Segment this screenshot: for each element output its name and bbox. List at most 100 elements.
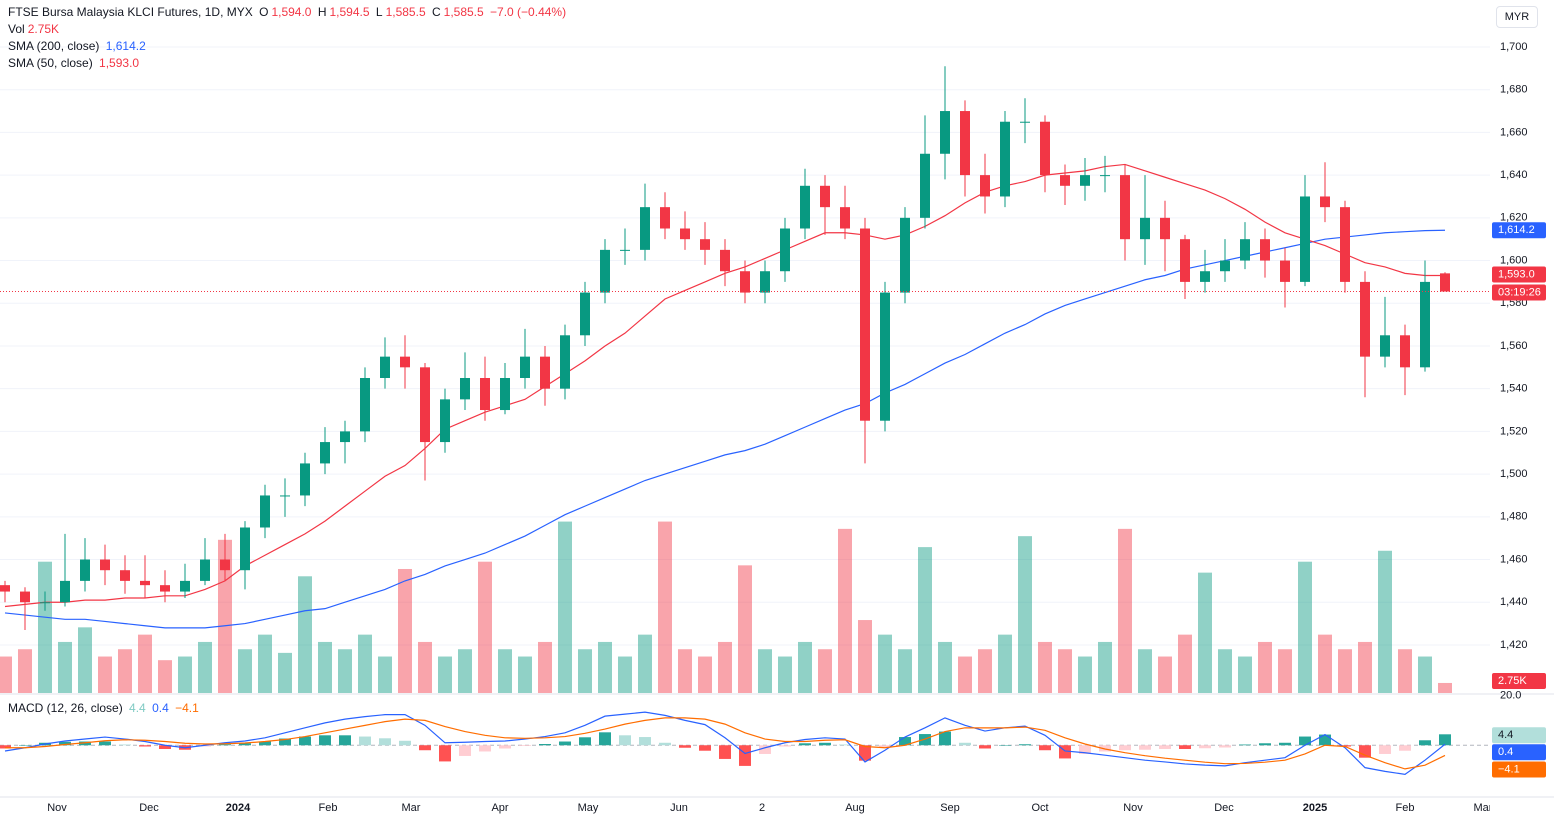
macd-histogram-bar	[559, 741, 571, 746]
candle-body	[800, 185, 810, 229]
volume-bar	[1258, 641, 1272, 693]
macd-histogram-bar	[59, 741, 71, 746]
volume-bar	[758, 649, 772, 693]
volume-bar	[938, 641, 952, 693]
macd-histogram-bar	[19, 745, 31, 746]
volume-bar	[698, 656, 712, 693]
signal-tag-bg	[1492, 761, 1546, 778]
candle-body	[540, 356, 550, 389]
macd-histogram-bar	[139, 745, 151, 747]
volume-bar	[1038, 641, 1052, 693]
candle-body	[220, 559, 230, 571]
candle-body	[340, 431, 350, 443]
macd-histogram-bar	[1239, 744, 1251, 746]
volume-bar	[1138, 649, 1152, 693]
volume-bar	[298, 576, 312, 693]
candle-body	[720, 249, 730, 272]
macd-histogram-bar	[99, 741, 111, 746]
candle-body	[1380, 335, 1390, 357]
macd-histogram-bar	[539, 744, 551, 746]
volume-bar	[78, 627, 92, 693]
macd-histogram-bar	[1339, 745, 1351, 747]
y-tick-label: 1,440	[1500, 596, 1528, 608]
x-tick-label: Feb	[1396, 802, 1415, 814]
volume-bar	[858, 620, 872, 693]
macd-histogram-bar	[1279, 742, 1291, 746]
ohlc-value: 1,585.5	[443, 5, 484, 19]
volume-bar	[98, 656, 112, 693]
candle-body	[280, 495, 290, 497]
macd-histogram-bar	[979, 745, 991, 749]
sma-value: 1,614.2	[105, 39, 146, 53]
vol-label: Vol	[8, 22, 25, 36]
macd-histogram-bar	[819, 742, 831, 746]
volume-bar	[258, 634, 272, 693]
volume-bar	[878, 634, 892, 693]
volume-bar	[598, 641, 612, 693]
candle-body	[880, 292, 890, 421]
sma200-tag-bg	[1492, 222, 1546, 239]
candle-body	[120, 570, 130, 581]
candle-body	[1160, 217, 1170, 240]
volume-bar	[1078, 656, 1092, 693]
candle-body	[1200, 271, 1210, 282]
candle-body	[1320, 196, 1330, 208]
volume-bar	[898, 649, 912, 693]
y-tick-label: 1,460	[1500, 553, 1528, 565]
macd-tag-bg	[1492, 744, 1546, 761]
candle-body	[100, 559, 110, 571]
y-tick-label: 1,640	[1500, 169, 1528, 181]
volume-bar	[618, 656, 632, 693]
x-tick-label: Mar	[1474, 802, 1493, 814]
sma50-tag-bg	[1492, 266, 1546, 283]
volume-bar	[278, 652, 292, 693]
volume-bar	[558, 521, 572, 693]
candle-body	[420, 367, 430, 443]
candle-body	[860, 228, 870, 421]
volume-bar	[1178, 634, 1192, 693]
x-tick-label: 2024	[226, 802, 251, 814]
change: −7.0 (−0.44%)	[490, 5, 567, 19]
volume-bar	[438, 656, 452, 693]
y-tick-label: 1,500	[1500, 468, 1528, 480]
y-tick-label: 1,540	[1500, 383, 1528, 395]
volume-bar	[958, 656, 972, 693]
volume-bar	[918, 547, 932, 693]
volume-bar	[1018, 536, 1032, 693]
candle-body	[180, 580, 190, 592]
macd-histogram-bar	[1199, 745, 1211, 749]
candle-body	[200, 559, 210, 581]
x-tick-label: Oct	[1031, 802, 1048, 814]
volume-bar	[198, 641, 212, 693]
candle-body	[1440, 273, 1450, 292]
volume-bar	[0, 656, 12, 693]
candle-body	[140, 580, 150, 586]
candle-body	[980, 175, 990, 197]
volume-bar	[1298, 561, 1312, 693]
macd-histogram-bar	[779, 745, 791, 747]
ohlc-value: 1,594.0	[271, 5, 312, 19]
candle-body	[1100, 175, 1110, 177]
macd-histogram-bar	[279, 738, 291, 746]
x-tick-label: Feb	[319, 802, 338, 814]
macd-histogram-bar	[339, 735, 351, 746]
candle-body	[20, 591, 30, 603]
candle-body	[40, 602, 50, 604]
volume-bar	[798, 641, 812, 693]
ohlc-label: C	[431, 5, 441, 19]
x-tick-label: Sep	[940, 802, 960, 814]
candle-body	[560, 335, 570, 389]
currency-button[interactable]: MYR	[1496, 6, 1538, 28]
x-tick-label: Mar	[402, 802, 421, 814]
x-tick-label: 2025	[1303, 802, 1327, 814]
volume-bar	[518, 656, 532, 693]
volume-bar	[658, 521, 672, 693]
candle-body	[940, 111, 950, 154]
volume-bar	[638, 634, 652, 693]
macd-histogram-bar	[1079, 745, 1091, 754]
candle-body	[580, 292, 590, 336]
y-tick-label: 1,660	[1500, 126, 1528, 138]
macd-histogram-bar	[879, 745, 891, 748]
x-tick-label: Apr	[491, 802, 508, 814]
